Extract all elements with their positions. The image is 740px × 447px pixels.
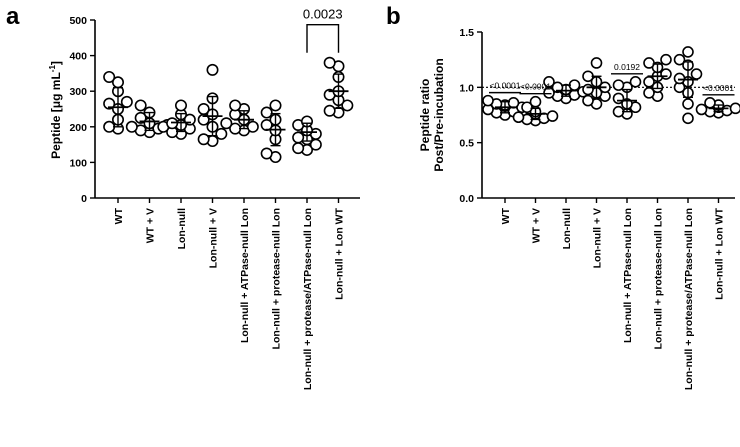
y-tick-label: 200 xyxy=(69,122,87,134)
x-tick-label: Lon-null + protease-null Lon xyxy=(271,208,283,349)
data-point xyxy=(260,147,273,160)
x-tick-label: Lon-null + protease/ATPase-null Lon xyxy=(683,208,695,390)
x-tick-label: WT + V xyxy=(145,208,157,243)
y-tick-label: 1.0 xyxy=(459,82,474,94)
y-tick-label: 300 xyxy=(69,86,87,98)
data-point xyxy=(220,117,233,130)
data-point xyxy=(673,72,686,85)
data-point xyxy=(197,103,210,116)
y-tick-label: 400 xyxy=(69,51,87,63)
data-point xyxy=(175,99,188,112)
data-point xyxy=(125,120,138,133)
data-point xyxy=(629,76,642,88)
data-point xyxy=(134,99,147,112)
data-point xyxy=(682,112,694,125)
y-tick-label: 0.0 xyxy=(459,193,474,205)
y-tick-label: 1.5 xyxy=(459,27,474,39)
p-value-label: 0.0192 xyxy=(614,62,640,72)
p-value-label: <0.0001 xyxy=(490,81,521,91)
data-point xyxy=(341,99,354,112)
x-tick-label: WT + V xyxy=(531,208,543,243)
x-tick-label: Lon-null + ATPase-null Lon xyxy=(622,208,634,343)
x-tick-label: WT xyxy=(113,207,125,224)
x-tick-label: Lon-null + Lon WT xyxy=(714,207,726,299)
data-point xyxy=(292,142,305,155)
data-point xyxy=(612,92,625,105)
chart-peptide-ratio: 0.0 0.5 1.0 1.5 WT WT + V Lon-null Lon-null + V… xyxy=(459,27,740,390)
data-point xyxy=(673,53,686,66)
data-point xyxy=(546,110,559,122)
data-point xyxy=(246,120,259,133)
data-point xyxy=(582,94,594,107)
data-point xyxy=(682,98,694,110)
panel-b-letter: b xyxy=(386,3,401,30)
data-point xyxy=(590,57,603,69)
data-point xyxy=(103,120,116,133)
data-point xyxy=(543,76,555,88)
x-tick-label: Lon-null + V xyxy=(208,208,220,268)
data-point xyxy=(660,53,672,66)
chart-peptide-concentration: 0 100 200 300 400 500 WT WT + V Lon-null Lon-null… xyxy=(69,7,360,390)
data-point xyxy=(269,99,282,112)
x-tick-label: Lon-null + V xyxy=(592,208,604,268)
data-point xyxy=(704,97,716,109)
data-point xyxy=(529,95,542,108)
data-point xyxy=(543,87,555,99)
data-point xyxy=(582,83,594,96)
data-point xyxy=(690,68,703,80)
x-tick-label: WT xyxy=(500,207,512,224)
data-point xyxy=(612,79,625,91)
data-point xyxy=(103,97,116,110)
x-tick-label: Lon-null + protease-null Lon xyxy=(653,208,665,349)
data-point xyxy=(643,57,655,69)
x-tick-label: Lon-null + protease/ATPase-null Lon xyxy=(302,208,314,390)
p-value-label: <0.0001 xyxy=(520,82,551,92)
data-point xyxy=(292,131,305,144)
data-point xyxy=(507,97,520,109)
data-point xyxy=(682,46,694,58)
panel-a-letter: a xyxy=(6,3,20,30)
y-tick-label: 100 xyxy=(69,157,87,169)
data-point xyxy=(482,94,494,107)
significance-bracket xyxy=(306,24,340,53)
y-tick-label: 0 xyxy=(81,193,87,205)
data-point xyxy=(521,101,533,114)
x-tick-label: Lon-null xyxy=(561,208,573,249)
data-point xyxy=(643,87,655,99)
x-tick-label: Lon-null + Lon WT xyxy=(334,207,346,299)
data-point xyxy=(660,68,672,80)
data-point xyxy=(206,63,219,76)
data-point xyxy=(729,102,740,115)
x-tick-label: Lon-null + ATPase-null Lon xyxy=(239,208,251,343)
data-point xyxy=(103,70,116,83)
data-point xyxy=(197,133,210,146)
y-tick-label: 500 xyxy=(69,15,87,27)
p-value-label: 0.0023 xyxy=(303,7,343,22)
data-point xyxy=(260,106,273,119)
data-point xyxy=(120,95,133,108)
data-point xyxy=(512,111,525,124)
p-value-label: <0.0001 xyxy=(703,83,734,93)
data-point xyxy=(323,56,336,69)
y-axis-label-b: Peptide ratioPost/Pre-incubation xyxy=(418,58,446,171)
y-tick-label: 0.5 xyxy=(459,138,474,150)
data-point xyxy=(695,103,708,116)
data-point xyxy=(323,104,336,117)
data-point xyxy=(215,127,228,140)
data-point xyxy=(229,99,242,112)
x-tick-label: Lon-null xyxy=(176,208,188,249)
data-point xyxy=(134,111,147,124)
y-axis-label-a: Peptide [μg mL-1] xyxy=(48,61,63,159)
